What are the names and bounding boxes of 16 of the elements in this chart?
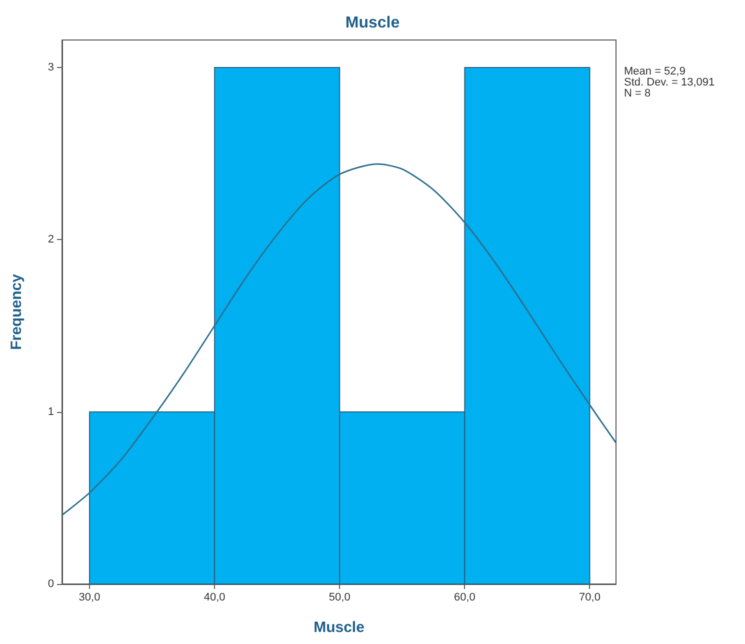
y-tick-label: 2 [48,234,54,246]
text: Std. Dev. = 13,091 [624,76,715,88]
chart-title: Muscle [345,14,400,32]
y-tick-label: 3 [48,62,54,74]
x-tick-label: 30,0 [78,592,100,604]
y-axis-title: Frequency [8,273,25,350]
x-tick-label: 50,0 [328,592,350,604]
text: Mean = 52,9 [624,66,686,78]
text: N = 8 [624,88,651,100]
x-tick-label: 40,0 [204,592,226,604]
y-tick-label: 1 [48,406,54,418]
y-tick-label: 0 [48,578,54,590]
x-tick-label: 60,0 [454,592,476,604]
x-tick-label: 70,0 [579,592,600,604]
x-axis-title: Muscle [314,619,364,636]
line-series [61,163,617,516]
